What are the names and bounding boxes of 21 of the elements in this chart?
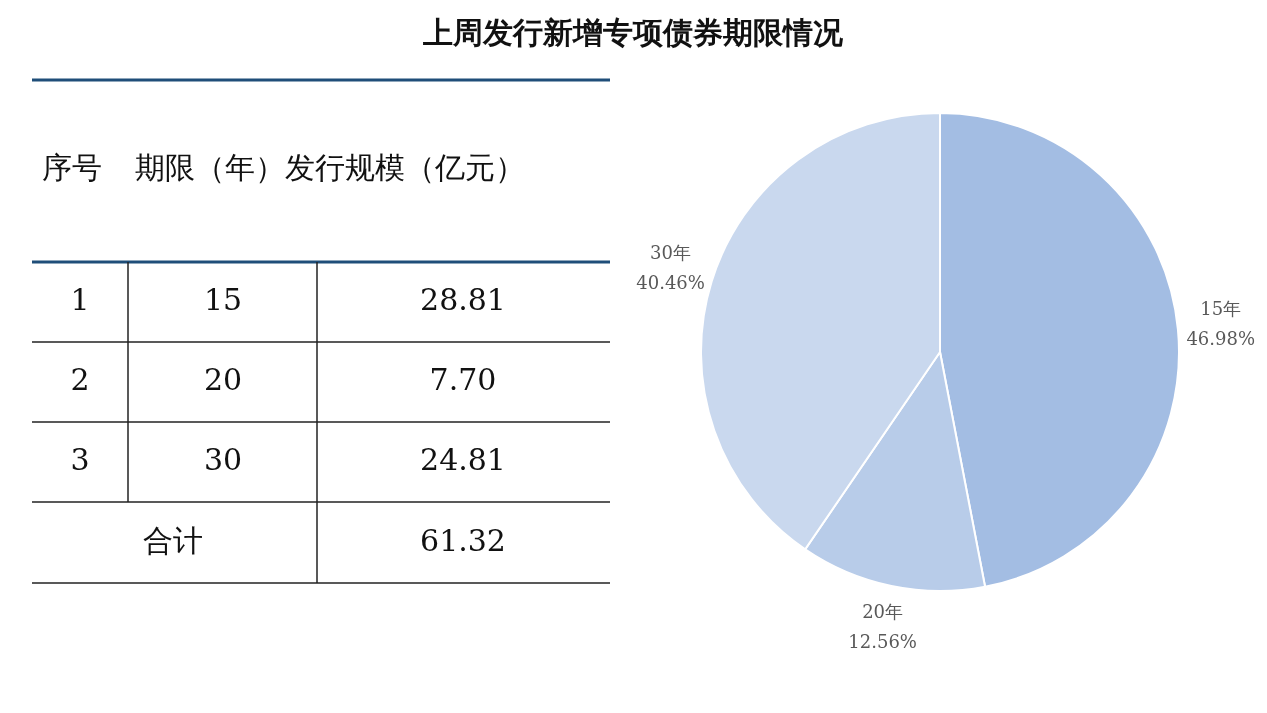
data-label: 46.98% bbox=[1186, 328, 1256, 350]
slice-label: 30年 bbox=[650, 241, 692, 263]
slice-label: 15年 bbox=[1200, 298, 1242, 320]
text: 7.70 bbox=[429, 362, 497, 397]
text: 上周发行新增专项债券期限情况 bbox=[422, 15, 844, 50]
data-label: 12.56% bbox=[848, 631, 917, 653]
slice-label: 20年 bbox=[862, 601, 904, 623]
data-label: 40.46% bbox=[636, 271, 705, 293]
text: 24.81 bbox=[420, 442, 506, 477]
text: 2 bbox=[70, 362, 90, 397]
text: 30 bbox=[203, 442, 243, 477]
text: 期限（年） bbox=[135, 150, 285, 185]
text: 3 bbox=[70, 442, 90, 477]
text: 15 bbox=[203, 282, 243, 317]
text: 20 bbox=[203, 362, 243, 397]
text: 28.81 bbox=[420, 282, 506, 317]
text: 合计 bbox=[143, 522, 203, 558]
text: 序号 bbox=[42, 150, 102, 185]
text: 61.32 bbox=[420, 522, 506, 558]
text: 1 bbox=[70, 282, 90, 317]
text: 发行规模（亿元） bbox=[285, 150, 525, 185]
